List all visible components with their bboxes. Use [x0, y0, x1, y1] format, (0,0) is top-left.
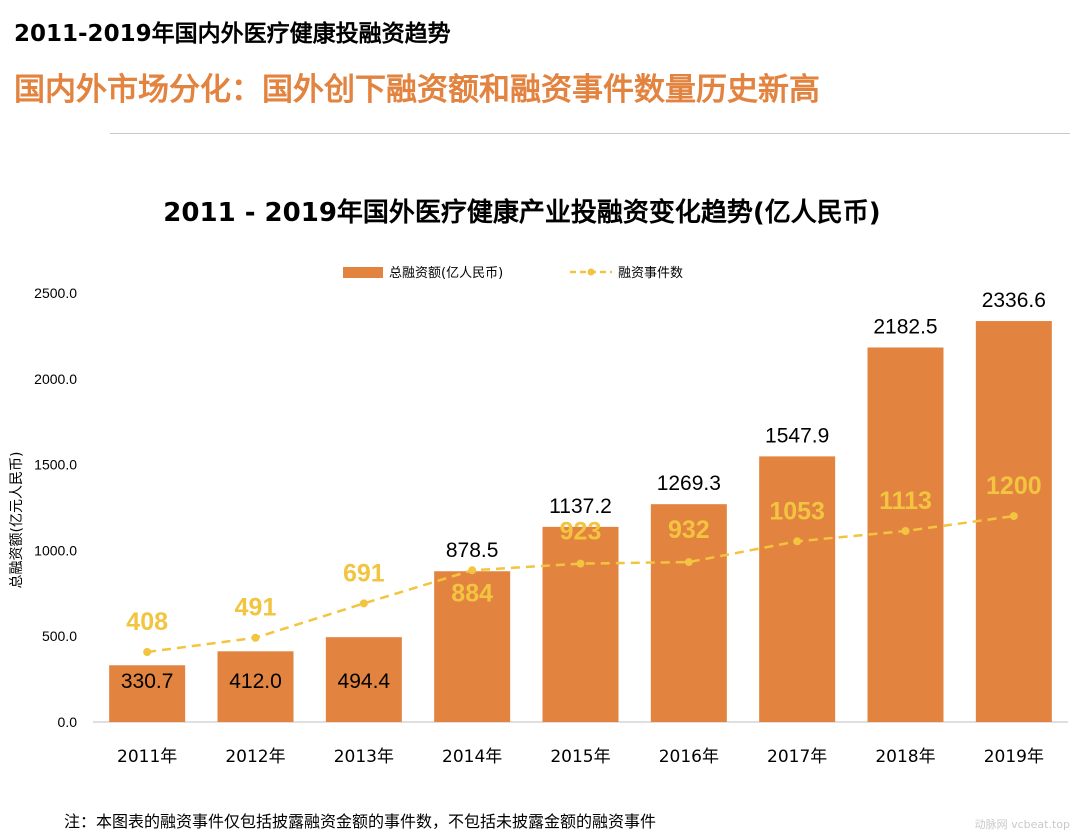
bar [759, 456, 836, 722]
y-tick-label: 0.0 [58, 714, 78, 730]
line-value-label: 884 [451, 579, 493, 607]
x-tick-label: 2018年 [875, 747, 935, 767]
chart-title: 2011 - 2019年国外医疗健康产业投融资变化趋势(亿人民币) [163, 197, 880, 228]
y-tick-label: 2000.0 [34, 371, 77, 387]
y-tick-label: 1000.0 [34, 542, 77, 558]
page-title: 2011-2019年国内外医疗健康投融资趋势 [14, 21, 451, 47]
line-point [793, 537, 802, 546]
line-value-label: 923 [560, 518, 602, 546]
bar-value-label: 1137.2 [549, 495, 612, 518]
y-tick-label: 500.0 [42, 628, 77, 644]
line-point [901, 527, 910, 536]
line-point [576, 559, 585, 568]
bar-value-label: 878.5 [446, 539, 499, 562]
x-tick-label: 2019年 [984, 747, 1044, 767]
line-value-label: 408 [126, 608, 168, 636]
bar-value-label: 2336.6 [982, 289, 1046, 312]
bar [650, 504, 727, 722]
y-axis-ticks: 0.0 500.0 1000.0 1500.0 2000.0 2500.0 [34, 285, 77, 730]
line-point [251, 633, 260, 642]
bar-value-label: 330.7 [121, 670, 174, 693]
x-tick-label: 2013年 [334, 747, 394, 767]
y-axis-label: 总融资额(亿元人民币) [9, 452, 25, 589]
legend-line-label: 融资事件数 [618, 266, 683, 281]
bar [109, 665, 186, 722]
line-path [147, 514, 1015, 654]
line-value-label: 491 [235, 594, 277, 622]
x-tick-label: 2014年 [442, 747, 502, 767]
x-tick-label: 2015年 [550, 747, 610, 767]
bar-value-label: 1547.9 [765, 424, 829, 447]
x-tick-label: 2016年 [659, 747, 719, 767]
page-subtitle: 国内外市场分化：国外创下融资额和融资事件数量历史新高 [14, 72, 820, 108]
line-value-label: 1113 [879, 487, 932, 515]
line-point [468, 566, 477, 575]
bar [542, 526, 619, 722]
line-value-label: 932 [668, 516, 710, 544]
line-value-label: 691 [343, 559, 385, 587]
bar-value-label: 2182.5 [873, 315, 937, 338]
watermark: 动脉网 vcbeat.top [974, 818, 1070, 831]
bar [217, 651, 294, 722]
y-tick-label: 1500.0 [34, 457, 77, 473]
x-axis-ticks: 2011年 2012年 2013年 2014年 2015年 2016年 2017年 2018年… [117, 747, 1044, 767]
bar [325, 637, 402, 722]
line-point [1009, 512, 1018, 521]
bar [434, 571, 511, 722]
x-tick-label: 2017年 [767, 747, 827, 767]
legend-bar-label: 总融资额(亿人民币) [389, 266, 503, 281]
bar-value-label: 1269.3 [657, 472, 721, 495]
footnote: 注：本图表的融资事件仅包括披露融资金额的事件数，不包括未披露金额的融资事件 [64, 812, 657, 831]
line-series: 408 491 691 884 923 932 1053 1113 1200 [126, 472, 1042, 656]
line-value-label: 1053 [769, 497, 825, 525]
header-divider [110, 133, 1070, 134]
line-value-label: 1200 [986, 472, 1042, 500]
bar-value-label: 494.4 [338, 670, 391, 693]
bar [975, 321, 1052, 722]
legend-line-marker [587, 268, 595, 276]
x-tick-label: 2012年 [225, 747, 285, 767]
bar-value-label: 412.0 [229, 670, 282, 693]
legend-bar-swatch [343, 267, 383, 278]
line-point [143, 647, 152, 656]
x-tick-label: 2011年 [117, 747, 177, 767]
line-point [684, 558, 693, 567]
line-point [359, 599, 368, 608]
y-tick-label: 2500.0 [34, 285, 77, 301]
legend: 总融资额(亿人民币) 融资事件数 [343, 266, 683, 281]
